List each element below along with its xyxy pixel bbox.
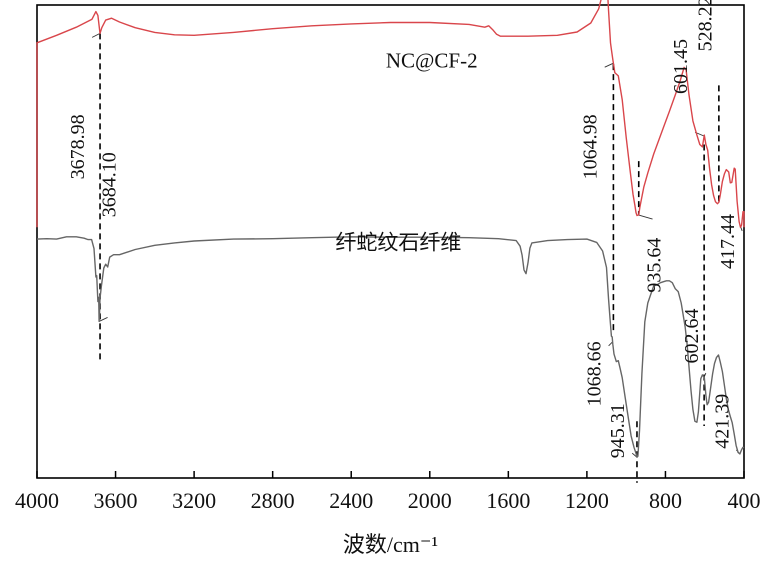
plot-frame <box>36 4 745 479</box>
x-tick-label: 400 <box>728 488 761 513</box>
x-tick-label: 1600 <box>486 488 530 513</box>
x-tick-label: 1200 <box>565 488 609 513</box>
x-tick-label: 2000 <box>408 488 452 513</box>
x-tick-label: 3200 <box>172 488 216 513</box>
series-line-nc-cf-2 <box>36 0 745 228</box>
peak-annotation: 1064.98 <box>580 114 602 179</box>
peak-annotation: 601.45 <box>670 39 692 94</box>
x-tick-label: 2400 <box>329 488 373 513</box>
peak-annotation: 3684.10 <box>99 152 121 217</box>
peak-annotation: 3678.98 <box>67 114 89 179</box>
x-tick-label: 3600 <box>94 488 138 513</box>
peak-annotation: 528.22 <box>695 0 717 51</box>
annotation-leader <box>608 341 613 347</box>
series-label: 纤蛇纹石纤维 <box>335 231 461 255</box>
annotation-leader <box>604 62 614 68</box>
x-axis-label: 波数/cm⁻¹ <box>343 532 438 557</box>
x-tick-label: 800 <box>649 488 682 513</box>
peak-annotation: 945.31 <box>607 403 629 458</box>
annotation-leader <box>98 317 108 322</box>
peak-annotation: 421.39 <box>711 394 733 449</box>
series-line-serpentine-fiber <box>36 236 745 458</box>
x-tick-label: 4000 <box>15 488 59 513</box>
annotation-leader <box>638 214 653 220</box>
annotation-leader <box>91 32 101 38</box>
peak-annotation: 417.44 <box>717 214 739 269</box>
peak-annotation: 602.64 <box>681 309 703 364</box>
peak-annotation: 935.64 <box>644 238 666 293</box>
series-label: NC@CF-2 <box>386 48 478 72</box>
x-tick-label: 2800 <box>251 488 295 513</box>
peak-annotation: 1068.66 <box>584 341 606 406</box>
